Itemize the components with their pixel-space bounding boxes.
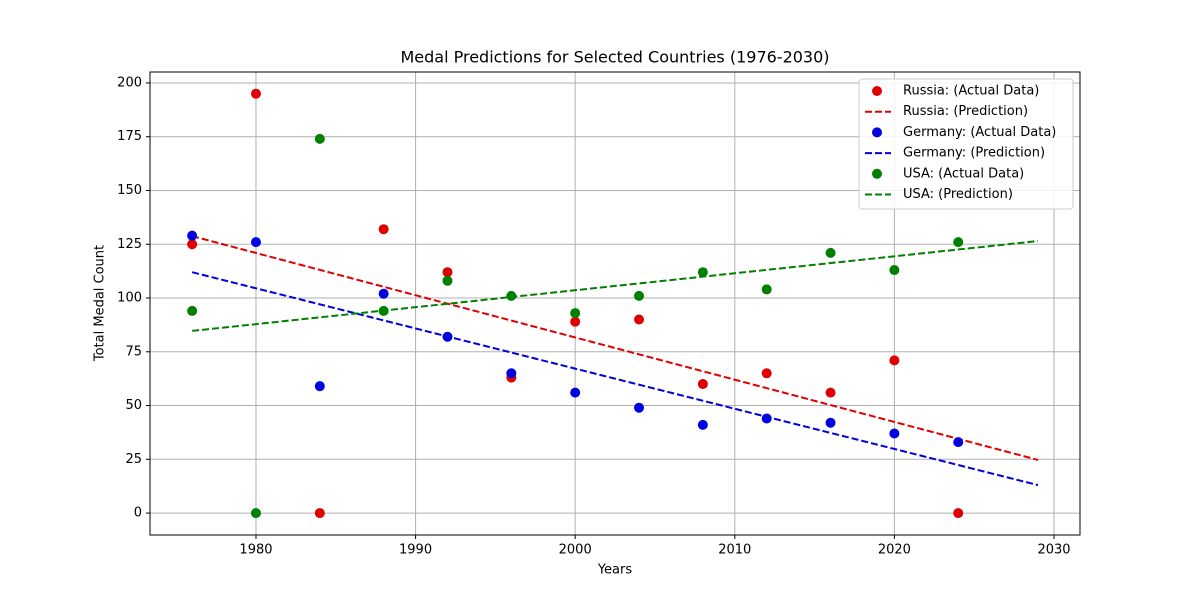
point	[697, 419, 708, 430]
point	[825, 387, 836, 398]
y-tick-label: 25	[125, 452, 142, 467]
legend-label: Germany: (Prediction)	[903, 146, 1045, 161]
y-tick-label: 75	[125, 344, 142, 359]
y-tick-label: 125	[117, 237, 142, 252]
legend-marker	[872, 127, 882, 138]
point	[634, 402, 645, 413]
point	[889, 428, 900, 439]
legend-label: USA: (Actual Data)	[903, 166, 1024, 181]
point	[506, 290, 517, 301]
point	[953, 237, 964, 248]
point	[889, 355, 900, 366]
x-tick-label: 2000	[559, 543, 592, 558]
x-axis-label: Years	[597, 563, 633, 578]
point	[378, 288, 389, 299]
point	[825, 247, 836, 258]
point	[187, 239, 198, 250]
point	[761, 368, 772, 379]
point	[634, 290, 645, 301]
point	[697, 267, 708, 278]
y-tick-label: 200	[117, 75, 142, 90]
point	[953, 437, 964, 448]
point	[506, 368, 517, 379]
point	[250, 88, 261, 99]
legend-box	[858, 78, 1074, 210]
legend-label: Russia: (Prediction)	[903, 104, 1028, 119]
chart-title: Medal Predictions for Selected Countries…	[400, 48, 829, 67]
line	[191, 271, 1039, 487]
legend-marker	[872, 86, 882, 96]
point	[570, 387, 581, 398]
x-tick-label: 2030	[1037, 543, 1070, 558]
point	[442, 275, 453, 286]
point	[634, 314, 645, 325]
point	[442, 267, 453, 278]
point	[187, 305, 198, 316]
point	[761, 413, 772, 424]
y-tick-label: 150	[117, 183, 142, 198]
point	[314, 133, 325, 144]
point	[953, 508, 964, 519]
point	[761, 284, 772, 295]
legend-label: Russia: (Actual Data)	[903, 84, 1039, 99]
point	[889, 265, 900, 276]
y-tick-label: 100	[117, 291, 142, 306]
line	[192, 240, 1039, 332]
point	[570, 316, 581, 327]
point	[314, 381, 325, 392]
legend-label: USA: (Prediction)	[903, 187, 1013, 202]
y-tick-label: 50	[125, 398, 142, 413]
line	[191, 235, 1039, 461]
y-tick-label: 175	[117, 129, 142, 144]
point	[570, 308, 581, 319]
point	[187, 230, 198, 241]
legend-marker	[872, 168, 882, 179]
plot-frame	[149, 71, 1081, 536]
point	[250, 237, 261, 248]
point	[378, 224, 389, 235]
y-axis-label: Total Medal Count	[93, 245, 108, 362]
point	[314, 508, 325, 519]
point	[250, 508, 261, 519]
x-tick-label: 2020	[878, 543, 911, 558]
legend-label: Germany: (Actual Data)	[903, 125, 1056, 140]
x-tick-label: 1990	[399, 543, 432, 558]
x-tick-label: 2010	[718, 543, 751, 558]
point	[825, 417, 836, 428]
x-tick-label: 1980	[239, 543, 272, 558]
point	[697, 379, 708, 390]
y-tick-label: 0	[134, 506, 142, 521]
